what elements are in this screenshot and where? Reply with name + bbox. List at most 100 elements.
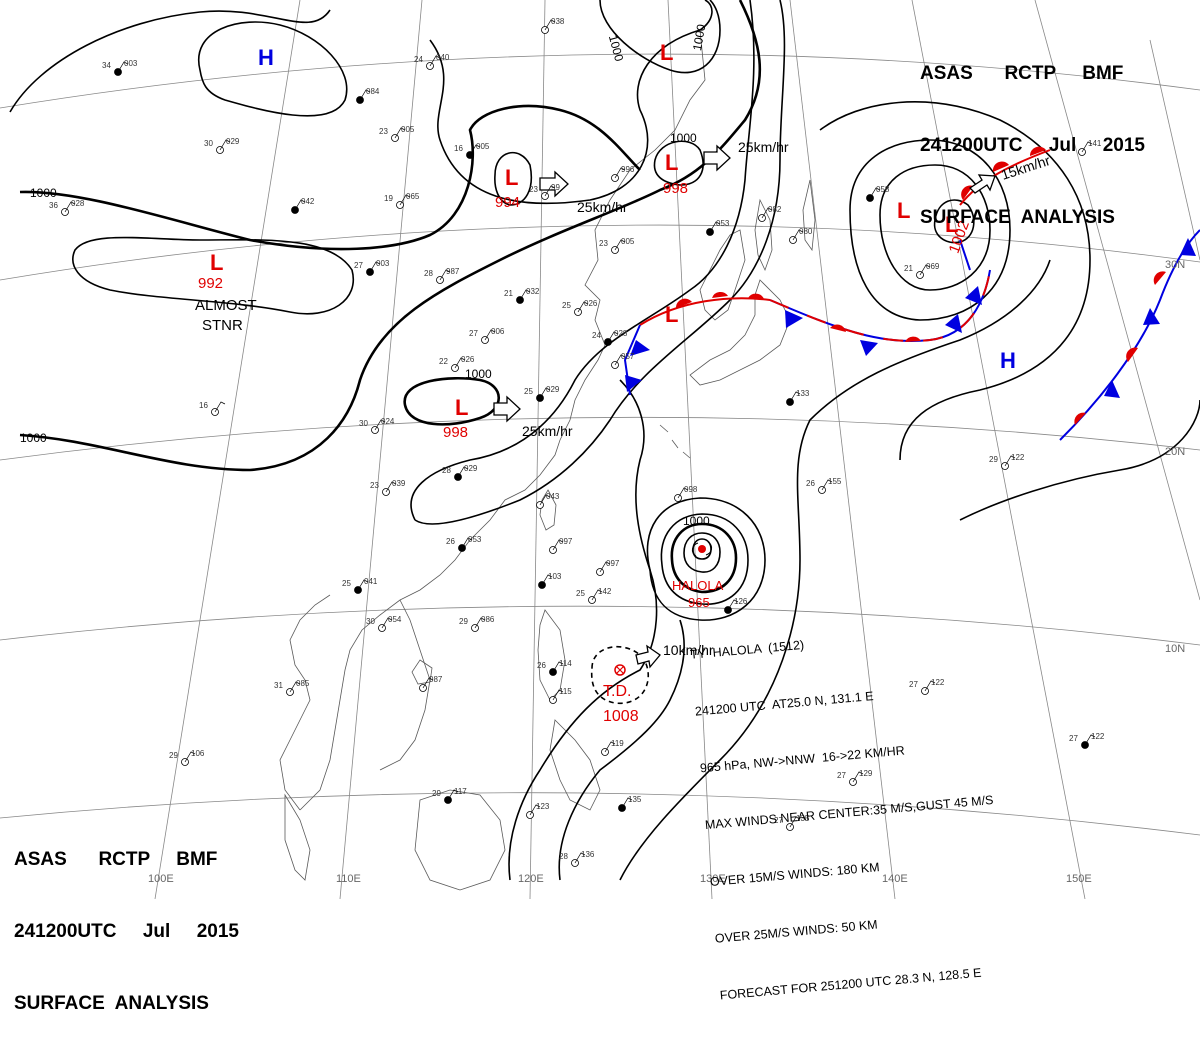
wind-barb-icon xyxy=(1004,455,1016,467)
station-pressure: 126 xyxy=(734,597,748,606)
wind-barb-icon xyxy=(369,261,381,273)
wind-barb-icon xyxy=(614,239,626,251)
wind-barb-icon xyxy=(552,539,564,551)
low-pressure-value: 998 xyxy=(443,424,468,441)
td-symbol xyxy=(614,664,626,676)
station-pressure: 069 xyxy=(926,262,940,271)
graticule xyxy=(0,0,1200,899)
typhoon-info-line: MAX WINDS NEAR CENTER:35 M/S,GUST 45 M/S xyxy=(704,792,994,833)
isobar-value: 1000 xyxy=(670,131,697,145)
isobars xyxy=(9,0,1200,881)
motion-arrow-3 xyxy=(493,395,521,423)
wind-barb-icon xyxy=(541,574,553,586)
isobar-south-band xyxy=(414,0,786,525)
weather-map: 34 003 24 040 038 084 23 005 30 029 16 005 996 23 99 04… xyxy=(0,0,1200,899)
station-temp: 29 xyxy=(459,617,468,626)
station-pressure: 135 xyxy=(796,814,810,823)
typhoon-info-line: 241200 UTC AT25.0 N, 131.1 E xyxy=(694,689,875,719)
coast-japan xyxy=(689,279,791,386)
station-temp: 25 xyxy=(342,579,351,588)
station-temp: 28 xyxy=(559,852,568,861)
motion-arrow-5 xyxy=(635,644,661,669)
typhoon-info-line: 965 hPa, NW->NNW 16->22 KM/HR xyxy=(699,743,906,776)
far-east-scallop-1 xyxy=(1074,412,1086,425)
typhoon-info-line: FORECAST FOR 251200 UTC 28.3 N, 128.5 E xyxy=(719,965,982,1003)
far-east-scallop-3 xyxy=(1153,271,1166,285)
station-temp: 26 xyxy=(446,537,455,546)
station-plot: 084 xyxy=(356,87,380,104)
station-plots: 34 003 24 040 038 084 23 005 30 029 16 005 996 23 99 04… xyxy=(49,17,1105,867)
isobar-east-loop-1 xyxy=(849,139,1011,321)
station-pressure: 155 xyxy=(828,477,842,486)
station-temp: 27 xyxy=(1069,734,1078,743)
station-pressure: 122 xyxy=(1091,732,1105,741)
motion-arrows xyxy=(493,144,996,669)
far-east-scallop-2 xyxy=(1126,347,1138,362)
isobar-value: 1000 xyxy=(465,367,492,381)
cold-front-trail xyxy=(959,239,971,271)
isobar-far-north xyxy=(599,0,721,74)
wind-barb-icon xyxy=(484,329,496,341)
low-marker: L xyxy=(945,212,958,237)
station-plot: 25 026 xyxy=(562,299,598,316)
station-plot: 25 029 xyxy=(524,385,560,402)
station-plot: 21 069 xyxy=(904,262,940,279)
wind-barb-icon xyxy=(574,852,586,864)
station-plot: 038 xyxy=(541,17,565,34)
front-tri-1 xyxy=(785,310,803,328)
meridian-140e xyxy=(789,0,896,899)
low-marker: L xyxy=(505,165,518,190)
station-pressure: 086 xyxy=(481,615,495,624)
station-plot: 29 122 xyxy=(989,453,1025,470)
station-plot: 25 142 xyxy=(576,587,612,604)
isobar-east-outer xyxy=(819,101,1091,461)
station-plot: 24 028 xyxy=(592,329,628,346)
warm-front-ne xyxy=(959,149,1051,206)
station-plot: 087 xyxy=(419,675,443,692)
front-tri-4 xyxy=(965,286,982,305)
latitude-label: 10N xyxy=(1165,643,1185,655)
station-temp: 27 xyxy=(469,329,478,338)
wind-barb-icon xyxy=(529,804,541,816)
parallel-40n xyxy=(0,53,1200,109)
station-temp: 16 xyxy=(199,401,208,410)
isobar-typhoon-inner xyxy=(683,532,721,573)
wind-barb-icon xyxy=(919,264,931,276)
wind-barb-icon xyxy=(439,269,451,281)
station-pressure: 003 xyxy=(124,59,138,68)
station-temp: 27 xyxy=(774,816,783,825)
typhoon-center-icon xyxy=(698,545,706,553)
parallel-10n xyxy=(0,605,1200,646)
station-plot: 23 99 xyxy=(529,183,560,200)
station-pressure: 006 xyxy=(491,327,505,336)
meridian-extra-east2 xyxy=(1149,39,1200,261)
station-pressure: 136 xyxy=(581,850,595,859)
front-tri-2 xyxy=(860,340,878,356)
longitude-label: 150E xyxy=(1066,873,1092,885)
station-plot: 19 065 xyxy=(384,192,420,209)
station-temp: 21 xyxy=(504,289,513,298)
isobar-td-dashed xyxy=(590,645,649,705)
meridian-120e xyxy=(529,0,546,899)
station-pressure: 026 xyxy=(461,355,475,364)
wind-barb-icon xyxy=(852,771,864,783)
station-pressure: 122 xyxy=(1011,453,1025,462)
wind-barb-icon xyxy=(761,207,773,219)
wind-barb-icon xyxy=(614,354,626,366)
station-pressure: 032 xyxy=(526,287,540,296)
wind-barb-icon xyxy=(474,617,486,629)
station-temp: 23 xyxy=(599,239,608,248)
isobar-east-loop-2 xyxy=(879,164,991,291)
isobar-east-band xyxy=(619,259,1051,881)
station-plot: 042 xyxy=(291,197,315,214)
station-pressure: 041 xyxy=(364,577,378,586)
isobar-low-992 xyxy=(72,236,355,315)
header-line-2: 241200UTC Jul 2015 xyxy=(920,135,1145,156)
typhoon-info-line: OVER 15M/S WINDS: 180 KM xyxy=(709,860,881,889)
station-plot: 141 xyxy=(1078,139,1102,156)
low-pressure-value: 992 xyxy=(198,275,223,292)
wind-barb-icon xyxy=(457,466,469,478)
station-plot: 080 xyxy=(789,227,813,244)
station-plot: 23 005 xyxy=(599,237,635,254)
header-line-1: ASAS RCTP BMF xyxy=(14,849,218,870)
